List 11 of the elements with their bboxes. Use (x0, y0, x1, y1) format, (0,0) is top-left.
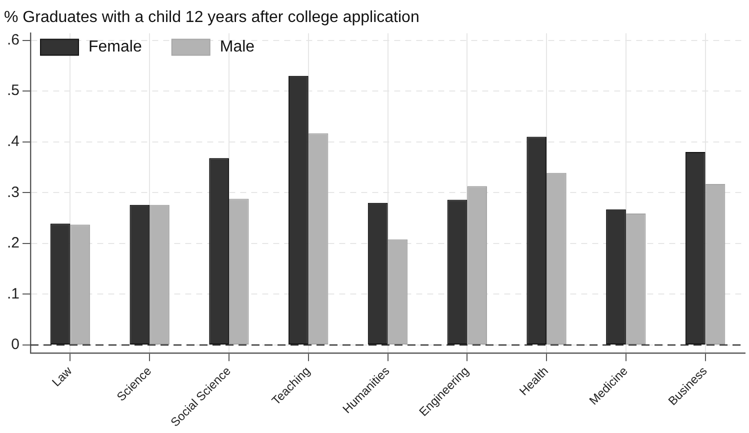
y-tick-label: .4 (6, 133, 20, 150)
y-tick-label: .1 (6, 285, 20, 302)
legend-label: Male (220, 38, 255, 56)
y-tick-label: 0 (11, 336, 20, 354)
y-tick-label: .5 (6, 82, 20, 100)
legend-label: Female (88, 38, 142, 56)
y-tick-label: .3 (6, 184, 20, 201)
y-tick-label: .6 (6, 31, 20, 48)
x-tick-label: Law (49, 364, 75, 390)
chart-title: % Graduates with a child 12 years after college application (4, 9, 420, 26)
y-tick-label: .2 (6, 234, 20, 252)
